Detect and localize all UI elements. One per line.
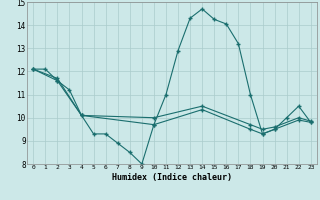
X-axis label: Humidex (Indice chaleur): Humidex (Indice chaleur)	[112, 173, 232, 182]
